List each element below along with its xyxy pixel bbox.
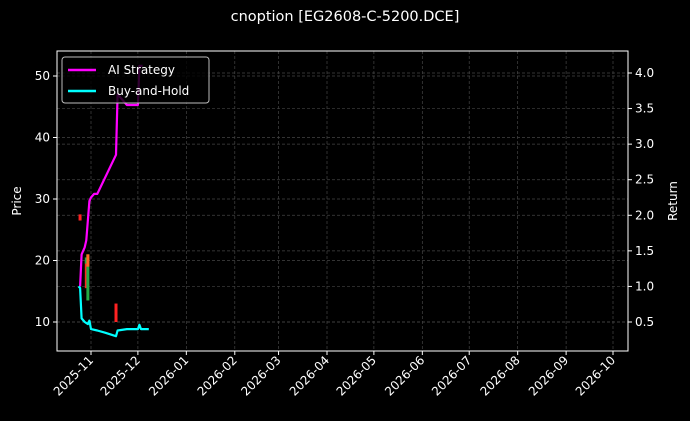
plot-frame — [56, 50, 629, 352]
x-tick-label: 2026-04 — [287, 353, 332, 398]
y-left-tick-label: 10 — [35, 315, 50, 329]
x-tick-label: 2026-03 — [238, 353, 283, 398]
y-left-tick-label: 20 — [35, 254, 50, 268]
price-candle — [84, 257, 88, 264]
x-tick-label: 2026-07 — [429, 353, 474, 398]
x-tick-label: 2026-02 — [195, 353, 240, 398]
ai-strategy-line — [79, 64, 143, 287]
x-tick-label: 2026-08 — [477, 353, 522, 398]
x-tick-label: 2026-06 — [382, 353, 427, 398]
x-tick-label: 2026-01 — [146, 353, 191, 398]
price-candles — [78, 214, 118, 322]
x-tick-label: 2026-09 — [526, 353, 571, 398]
legend-label-ai-strategy: AI Strategy — [108, 63, 175, 77]
y-left-tick-label: 30 — [35, 192, 50, 206]
y-right-tick-label: 1.5 — [635, 244, 654, 258]
price-candle — [78, 214, 82, 221]
legend-label-buy-and-hold: Buy-and-Hold — [108, 84, 189, 98]
y-axis-right-label: Return — [666, 181, 680, 221]
price-candle — [86, 254, 90, 267]
x-tick-label: 2026-10 — [573, 353, 618, 398]
y-right-tick-label: 1.0 — [635, 279, 654, 293]
y-axis-left: 10 20 30 40 50 — [35, 69, 57, 329]
y-left-tick-label: 50 — [35, 69, 50, 83]
price-candle — [114, 303, 118, 322]
y-right-tick-label: 0.5 — [635, 315, 654, 329]
y-right-tick-label: 2.0 — [635, 208, 654, 222]
legend: AI Strategy Buy-and-Hold — [61, 56, 210, 104]
x-tick-label: 2025-12 — [98, 353, 143, 398]
y-right-tick-label: 3.5 — [635, 102, 654, 116]
chart-title: cnoption [EG2608-C-5200.DCE] — [230, 9, 460, 25]
x-tick-label: 2025-11 — [51, 353, 96, 398]
y-right-tick-label: 3.0 — [635, 137, 654, 151]
y-right-tick-label: 2.5 — [635, 173, 654, 187]
x-tick-label: 2026-05 — [334, 353, 379, 398]
grid-lines — [57, 51, 628, 351]
y-axis-right: 0.5 1.0 1.5 2.0 2.5 3.0 3.5 4.0 — [628, 66, 654, 329]
y-left-tick-label: 40 — [35, 131, 50, 145]
y-right-tick-label: 4.0 — [635, 66, 654, 80]
y-axis-left-label: Price — [10, 186, 24, 215]
price-candle — [86, 254, 90, 301]
price-candle — [84, 260, 88, 289]
buy-and-hold-line — [77, 285, 149, 338]
